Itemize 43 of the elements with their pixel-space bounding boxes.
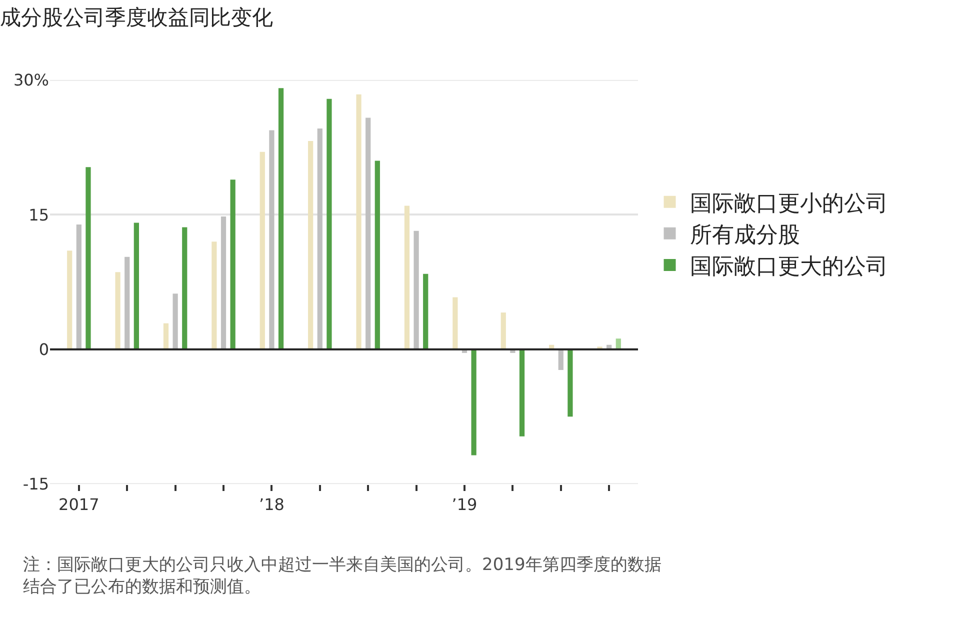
text: 注：国际敞口更大的公司只收入中超过一半来自美国的公司。2019年第四季度的数据结合了已公布的数据和预测值。 [23, 555, 662, 598]
bar [374, 160, 380, 350]
y-tick-label: 0 [38, 340, 49, 359]
bar [115, 272, 120, 350]
x-tick-label: ’19 [452, 495, 478, 514]
bar [163, 323, 169, 350]
bar [404, 206, 410, 350]
y-tick-label: 15 [28, 205, 49, 224]
bar [269, 130, 274, 350]
x-tick-label: ’18 [258, 495, 284, 514]
y-tick-label: 30% [13, 70, 49, 90]
bar [67, 250, 72, 350]
bar [86, 167, 91, 350]
bar [124, 256, 130, 350]
legend-label: 所有成分股 [690, 223, 800, 248]
bar [452, 297, 458, 350]
bar [414, 230, 419, 350]
bar [317, 128, 322, 350]
bar [356, 94, 362, 350]
bar [568, 349, 573, 417]
x-tick-label: 2017 [58, 495, 100, 514]
bar [308, 141, 314, 350]
bar [616, 338, 621, 350]
y-tick-label: -15 [22, 474, 49, 494]
bar [519, 349, 525, 436]
bar [260, 152, 265, 350]
bar [182, 227, 188, 350]
bar [220, 216, 226, 350]
bar [230, 180, 236, 350]
legend-label: 国际敞口更大的公司 [690, 254, 888, 280]
bar [366, 118, 371, 350]
bar [471, 349, 476, 456]
bar [172, 294, 178, 350]
bar [326, 98, 332, 350]
bar [558, 349, 564, 370]
bar [76, 224, 82, 350]
chart-title: 成分股公司季度收益同比变化 [0, 5, 273, 30]
bar [423, 274, 428, 350]
legend-label: 国际敞口更小的公司 [690, 191, 888, 216]
bar [278, 88, 284, 350]
bar [134, 222, 139, 350]
bar [212, 242, 217, 350]
bar [500, 312, 506, 350]
